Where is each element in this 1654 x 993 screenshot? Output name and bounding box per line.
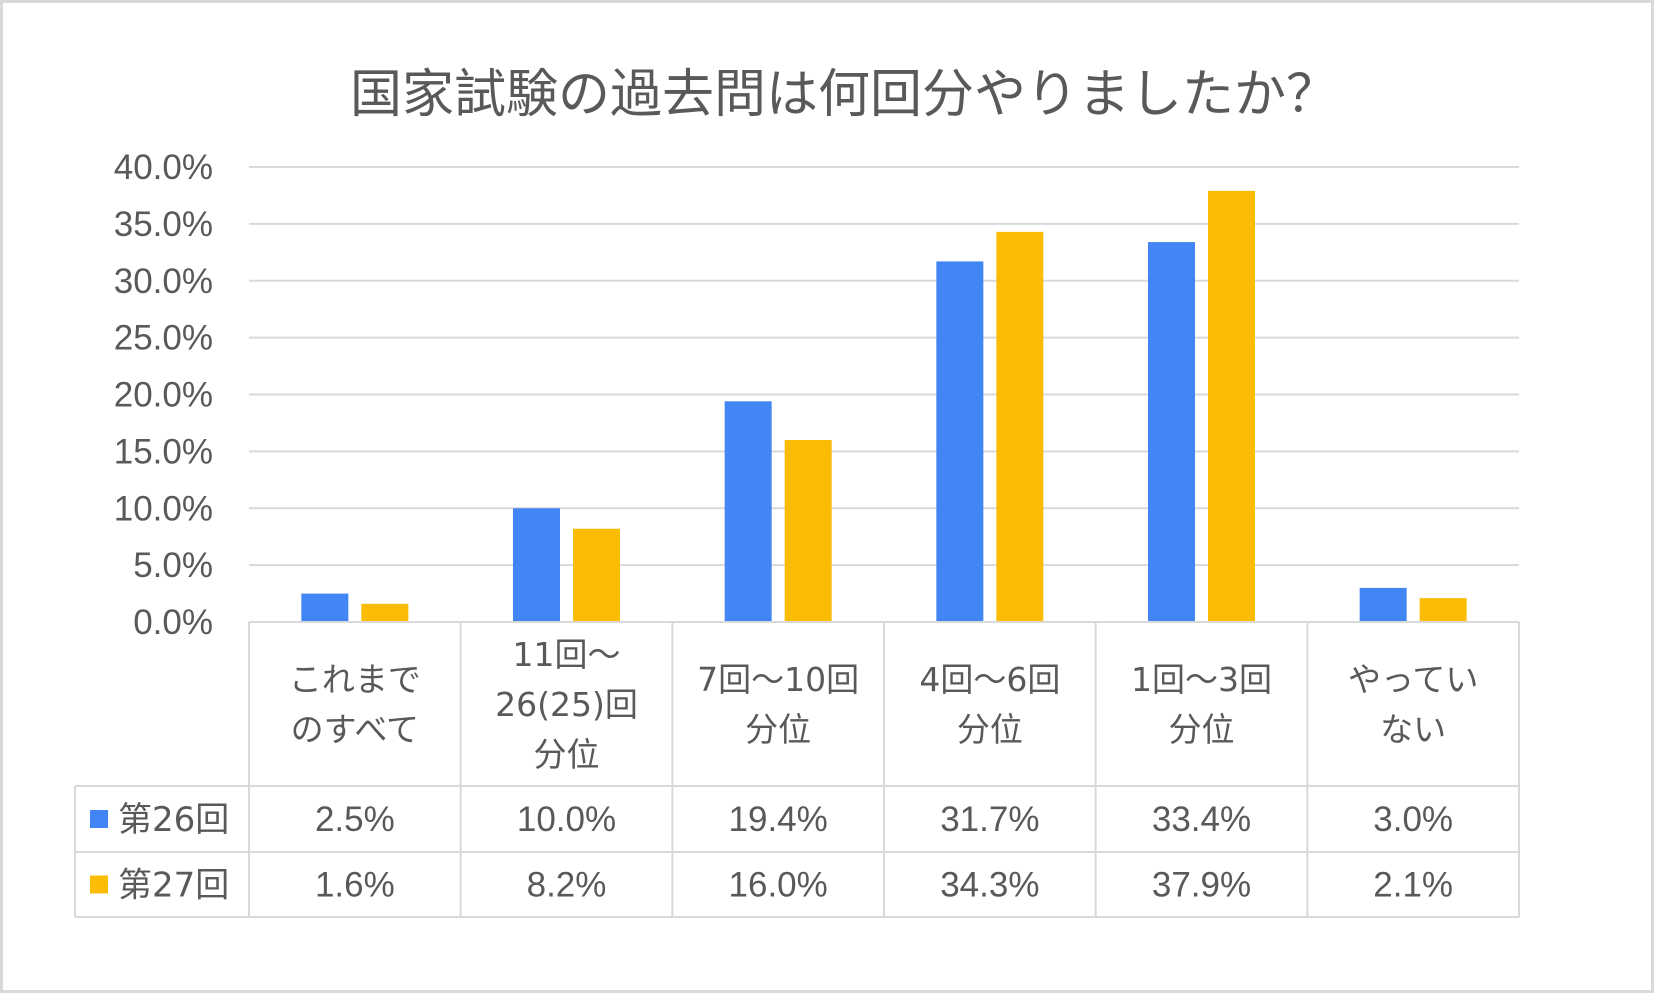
y-tick-label: 35.0% — [114, 205, 213, 244]
category-label: 分位 — [957, 710, 1023, 749]
bar-2 — [361, 603, 409, 622]
y-tick-label: 25.0% — [114, 319, 213, 358]
bar-2 — [573, 528, 620, 622]
category-label: 分位 — [534, 735, 600, 774]
bar-1 — [513, 508, 560, 622]
category-label: 26(25)回 — [495, 685, 638, 724]
bar-1 — [1359, 587, 1407, 622]
legend-swatch-1 — [90, 810, 108, 828]
data-label: 1.6% — [315, 866, 395, 905]
data-label: 16.0% — [729, 866, 828, 905]
data-label: 31.7% — [940, 800, 1039, 839]
data-label: 2.5% — [315, 800, 395, 839]
chart-svg: 国家試験の過去問は何回分やりましたか？ 0.0% 5.0% 10.0% 15.0% 20.… — [74, 65, 1520, 918]
data-label: 19.4% — [729, 800, 828, 839]
data-label: 10.0% — [517, 800, 616, 839]
y-tick-label: 30.0% — [114, 262, 213, 301]
y-tick-label: 10.0% — [114, 489, 213, 528]
category-label: 11回～ — [513, 635, 621, 674]
legend-label: 第26回 — [118, 800, 229, 840]
category-label: 分位 — [745, 710, 811, 749]
legend-swatch-2 — [90, 875, 108, 894]
category-label: ない — [1380, 710, 1446, 749]
y-tick-label: 15.0% — [114, 432, 213, 471]
bar-1 — [301, 593, 349, 622]
category-label: 7回～10回 — [697, 660, 859, 699]
y-tick-label: 0.0% — [133, 603, 213, 642]
data-label: 8.2% — [527, 866, 607, 905]
category-label: 1回～3回 — [1131, 660, 1272, 699]
category-label: 分位 — [1169, 710, 1235, 749]
y-tick-label: 20.0% — [114, 376, 213, 415]
legend-label: 第27回 — [118, 866, 229, 906]
bar-2 — [1419, 598, 1467, 622]
data-label: 34.3% — [940, 866, 1039, 905]
category-label: のすべて — [291, 710, 419, 749]
y-tick-label: 40.0% — [114, 148, 213, 187]
data-label: 37.9% — [1152, 866, 1251, 905]
category-label: 4回～6回 — [919, 660, 1060, 699]
bar-1 — [936, 261, 984, 622]
category-label: これまで — [289, 660, 421, 699]
y-tick-label: 5.0% — [133, 546, 213, 585]
chart-title: 国家試験の過去問は何回分やりましたか？ — [350, 65, 1338, 125]
category-label: やってい — [1348, 660, 1478, 699]
bar-1 — [1148, 242, 1195, 622]
bar-2 — [996, 231, 1044, 622]
data-label: 2.1% — [1373, 866, 1453, 905]
bar-1 — [724, 401, 772, 622]
data-label: 33.4% — [1152, 800, 1251, 839]
data-label: 3.0% — [1373, 800, 1453, 839]
bar-2 — [784, 440, 832, 622]
bar-2 — [1208, 190, 1255, 622]
